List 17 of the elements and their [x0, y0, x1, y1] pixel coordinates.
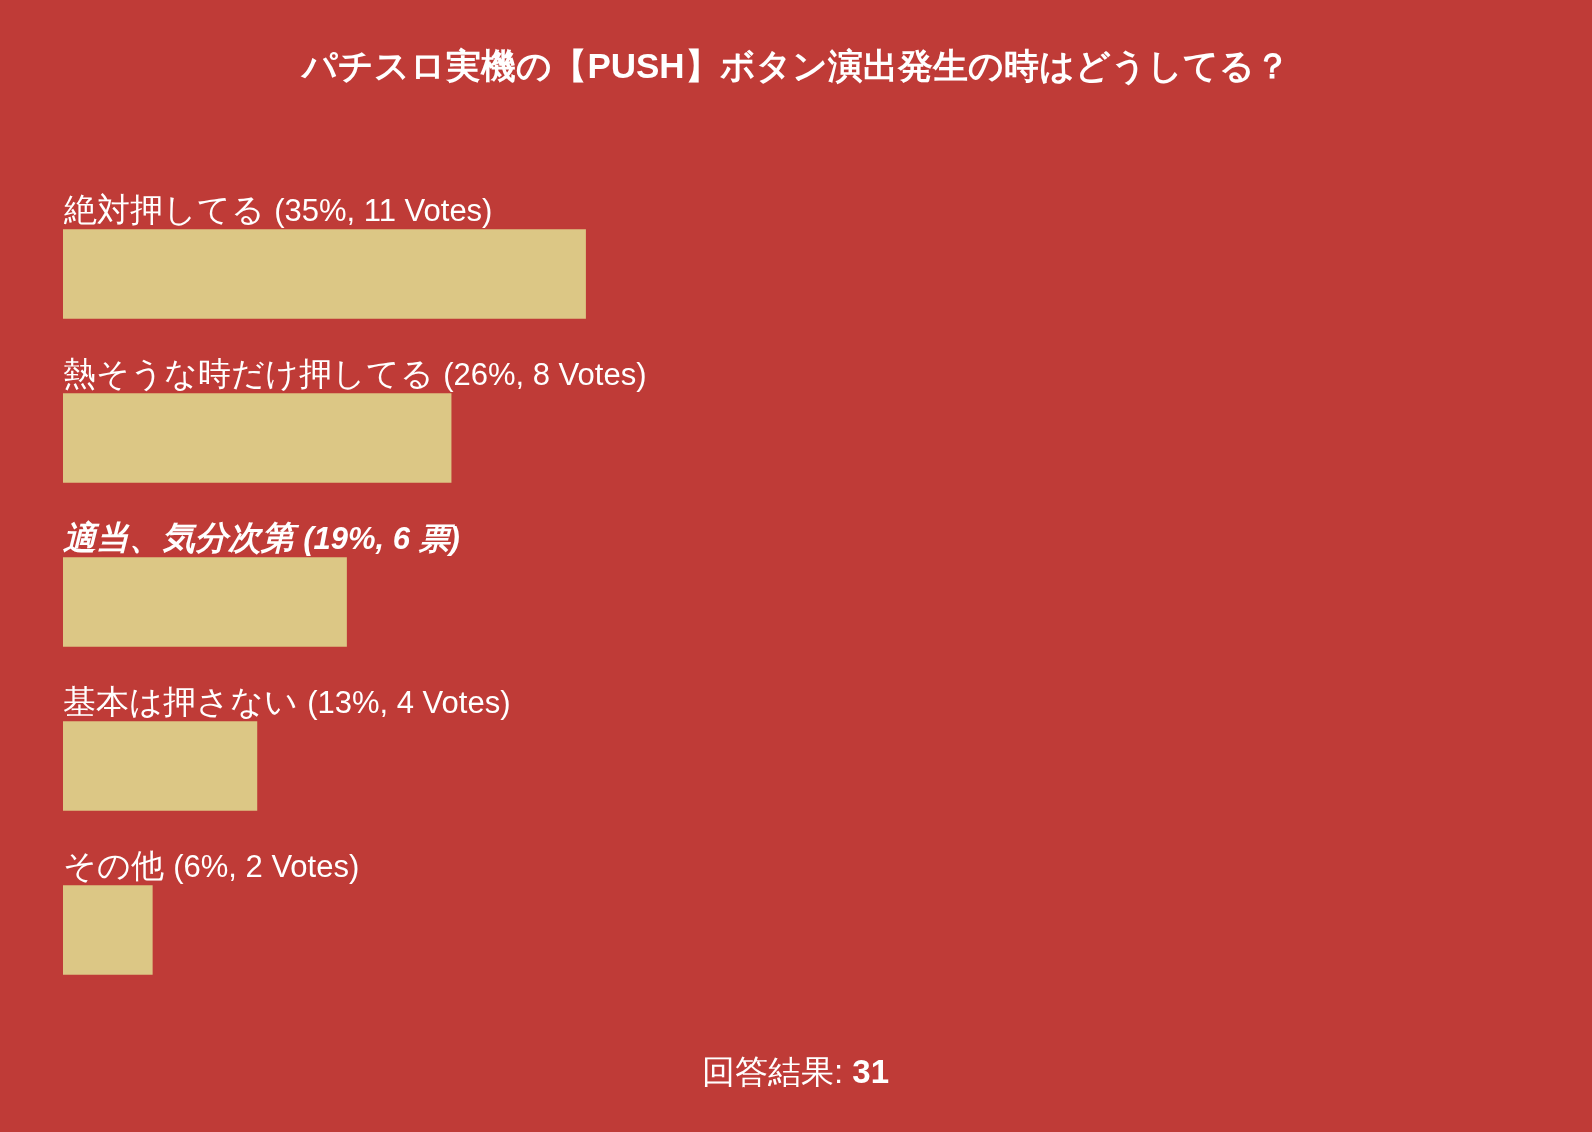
y-tick-label: 絶対押してる [63, 191, 265, 228]
text: 回答結果: 31 [702, 1053, 890, 1090]
data-label: (6%, 2 Votes) [173, 849, 360, 884]
data-label: (13%, 4 Votes) [307, 685, 511, 720]
bar [63, 721, 258, 811]
data-label: (26%, 8 Votes) [443, 357, 647, 392]
bar [63, 557, 347, 647]
y-tick-label: 熱そうな時だけ押してる [63, 355, 434, 392]
y-tick-label: 基本は押さない [63, 683, 298, 720]
y-tick-label: 適当、気分次第 [63, 519, 300, 556]
data-label: (35%, 11 Votes) [274, 193, 493, 228]
data-label: (19%, 6 票) [303, 521, 460, 556]
text: パチスロ実機の【PUSH】ボタン演出発生の時はどうしてる？ [300, 46, 1290, 87]
y-tick-label: その他 [63, 847, 164, 884]
bar [63, 885, 153, 975]
bar [63, 393, 452, 483]
bar [63, 229, 586, 319]
